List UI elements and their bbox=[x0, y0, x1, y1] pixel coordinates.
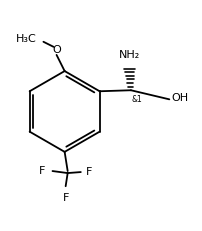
Text: F: F bbox=[62, 193, 69, 203]
Text: H₃C: H₃C bbox=[16, 34, 36, 44]
Text: O: O bbox=[52, 45, 61, 55]
Text: OH: OH bbox=[172, 93, 189, 103]
Text: NH₂: NH₂ bbox=[119, 50, 141, 60]
Text: F: F bbox=[86, 167, 92, 177]
Text: &1: &1 bbox=[132, 95, 143, 104]
Text: F: F bbox=[39, 166, 45, 176]
